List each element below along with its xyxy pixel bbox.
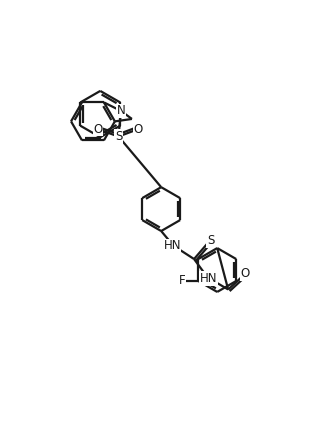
Text: S: S bbox=[115, 130, 122, 143]
Text: HN: HN bbox=[200, 272, 217, 285]
Text: F: F bbox=[179, 275, 186, 288]
Text: HN: HN bbox=[163, 239, 181, 252]
Text: N: N bbox=[117, 105, 125, 117]
Text: O: O bbox=[241, 267, 250, 280]
Text: O: O bbox=[93, 123, 102, 136]
Text: S: S bbox=[207, 234, 214, 247]
Text: O: O bbox=[133, 123, 143, 136]
